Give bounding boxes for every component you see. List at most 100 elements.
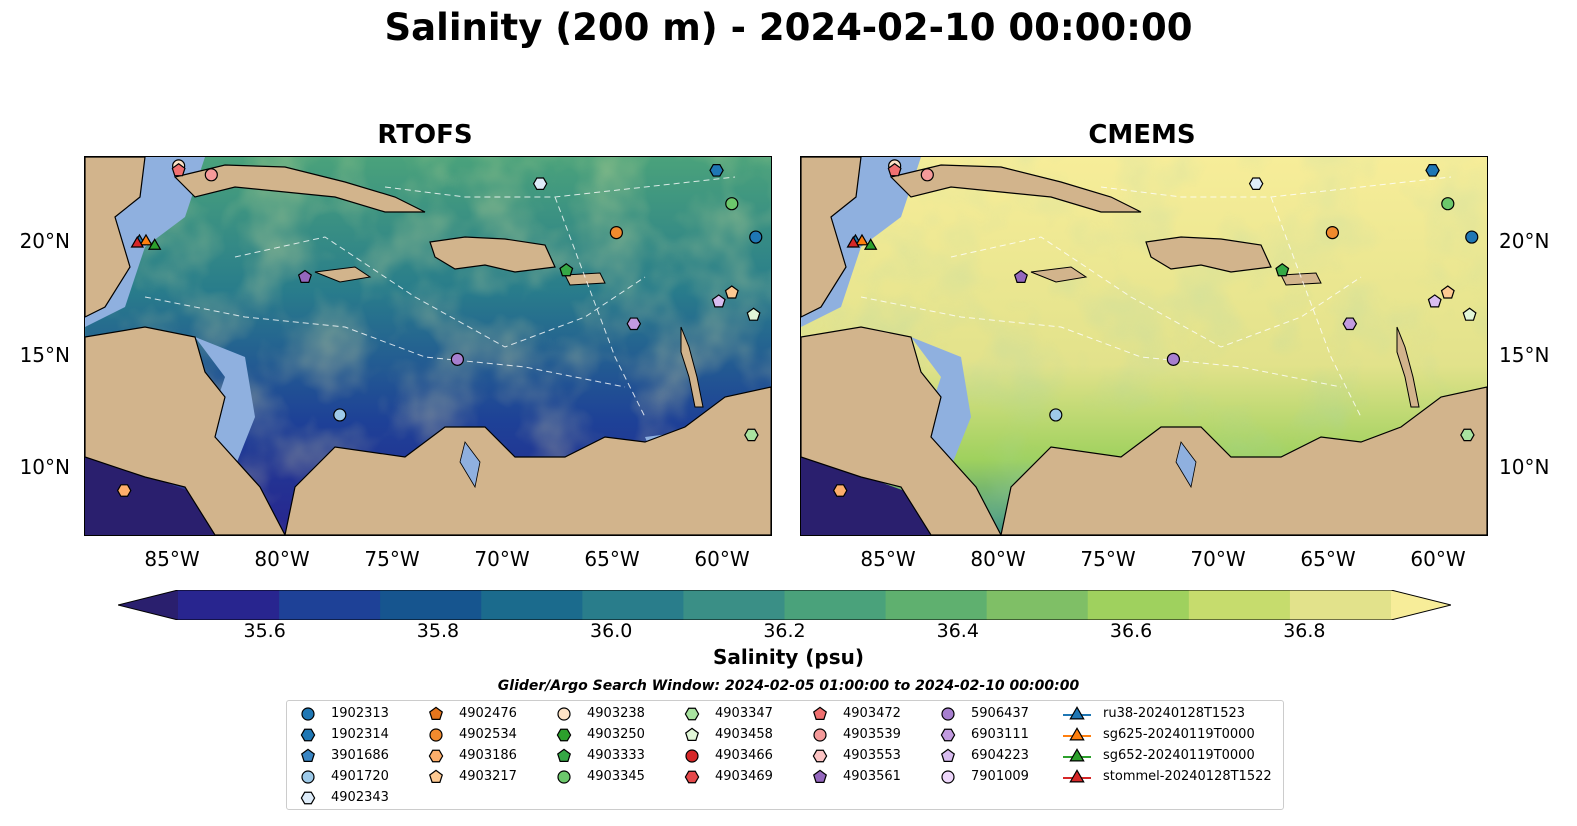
x-tick-label: 85°W <box>144 547 200 571</box>
legend-label: 6904223 <box>971 748 1029 763</box>
cmems-map <box>800 156 1488 536</box>
float-marker <box>920 168 934 182</box>
colorbar-extend-high <box>1391 590 1451 620</box>
pentagon-marker-icon <box>301 748 315 762</box>
colorbar-tick-label: 36.8 <box>1283 620 1326 642</box>
float-marker <box>1465 230 1479 244</box>
circle-marker-icon <box>941 707 955 721</box>
panel-title-cmems: CMEMS <box>1088 120 1196 150</box>
circle-marker-icon <box>813 728 827 742</box>
float-marker <box>1460 428 1475 442</box>
pentagon-marker-icon <box>685 727 699 741</box>
float-marker <box>171 162 186 177</box>
y-tick-label: 15°N <box>1499 343 1550 367</box>
pentagon-marker-icon <box>813 706 827 720</box>
float-marker <box>863 238 878 250</box>
cmems-markers <box>832 159 1479 497</box>
figure-title: Salinity (200 m) - 2024-02-10 00:00:00 <box>384 6 1193 49</box>
colorbar-tick-label: 35.6 <box>243 620 286 642</box>
hexagon-marker-icon <box>684 707 700 721</box>
pentagon-marker-icon <box>813 769 827 783</box>
x-tick-label: 85°W <box>860 547 916 571</box>
x-tick-label: 75°W <box>364 547 420 571</box>
float-marker <box>297 269 312 284</box>
colorbar-extend-low <box>118 590 178 620</box>
circle-marker-icon <box>557 770 571 784</box>
float-marker <box>450 352 464 366</box>
x-tick-label: 80°W <box>254 547 310 571</box>
float-marker <box>725 197 739 211</box>
colorbar-segment <box>279 590 381 620</box>
legend-label: 6903111 <box>971 727 1029 742</box>
panel-title-rtofs: RTOFS <box>377 120 473 150</box>
legend-label: ru38-20240128T1523 <box>1103 706 1246 721</box>
legend-label: 4901720 <box>331 769 389 784</box>
float-marker <box>139 233 153 246</box>
colorbar-segment <box>582 590 684 620</box>
hexagon-marker-icon <box>556 728 572 742</box>
colorbar-segment <box>1289 590 1392 620</box>
x-tick-label: 75°W <box>1080 547 1136 571</box>
legend: 1902313 1902314 3901686 4901720 4902343 49024… <box>286 700 1284 810</box>
x-tick-label: 70°W <box>1190 547 1246 571</box>
circle-marker-icon <box>301 770 315 784</box>
y-tick-label: 20°N <box>1499 229 1550 253</box>
hexagon-marker-icon <box>300 791 316 805</box>
colorbar-segment <box>683 590 785 620</box>
legend-label: 4903347 <box>715 706 773 721</box>
float-marker <box>749 230 763 244</box>
float-marker <box>1275 263 1290 277</box>
legend-label: sg625-20240119T0000 <box>1103 727 1255 742</box>
legend-label: 4903217 <box>459 769 517 784</box>
colorbar-label: Salinity (psu) <box>712 645 864 669</box>
triangle-marker-icon <box>1063 748 1091 762</box>
float-marker <box>1462 307 1477 321</box>
x-tick-label: 60°W <box>1410 547 1466 571</box>
pentagon-marker-icon <box>429 706 443 720</box>
pentagon-marker-icon <box>557 748 571 762</box>
circle-marker-icon <box>941 770 955 784</box>
float-marker <box>1049 408 1063 422</box>
legend-label: 4903472 <box>843 706 901 721</box>
float-marker <box>1013 269 1028 284</box>
legend-label: stommel-20240128T1522 <box>1103 769 1272 784</box>
float-marker <box>746 307 761 321</box>
legend-label: 4902476 <box>459 706 517 721</box>
float-marker <box>724 285 739 299</box>
colorbar <box>118 590 1451 620</box>
colorbar-segment <box>1087 590 1190 620</box>
legend-label: 1902314 <box>331 727 389 742</box>
rtofs-map <box>84 156 772 536</box>
x-tick-label: 80°W <box>970 547 1026 571</box>
colorbar-tick-label: 36.2 <box>763 620 806 642</box>
colorbar-segment <box>380 590 482 620</box>
circle-marker-icon <box>685 749 699 763</box>
legend-label: 7901009 <box>971 769 1029 784</box>
float-marker <box>116 484 132 497</box>
legend-label: 5906437 <box>971 706 1029 721</box>
legend-label: 4902343 <box>331 790 389 805</box>
rtofs-markers <box>116 159 763 497</box>
float-marker <box>333 408 347 422</box>
hexagon-marker-icon <box>428 749 444 763</box>
legend-label: 4903469 <box>715 769 773 784</box>
y-tick-label: 10°N <box>1499 455 1550 479</box>
float-marker <box>532 177 548 191</box>
float-marker <box>130 235 145 248</box>
y-tick-label: 20°N <box>19 229 70 253</box>
x-tick-label: 65°W <box>1300 547 1356 571</box>
x-tick-label: 65°W <box>584 547 640 571</box>
legend-label: 4903458 <box>715 727 773 742</box>
legend-label: 1902313 <box>331 706 389 721</box>
float-marker <box>855 233 869 246</box>
legend-label: 4903238 <box>587 706 645 721</box>
float-marker <box>1441 197 1455 211</box>
legend-label: 4903466 <box>715 748 773 763</box>
float-marker <box>832 484 848 497</box>
pentagon-marker-icon <box>429 769 443 783</box>
float-marker <box>1427 294 1442 308</box>
legend-label: 4903250 <box>587 727 645 742</box>
float-marker <box>744 428 759 442</box>
colorbar-segment <box>178 590 280 620</box>
circle-marker-icon <box>301 707 315 721</box>
